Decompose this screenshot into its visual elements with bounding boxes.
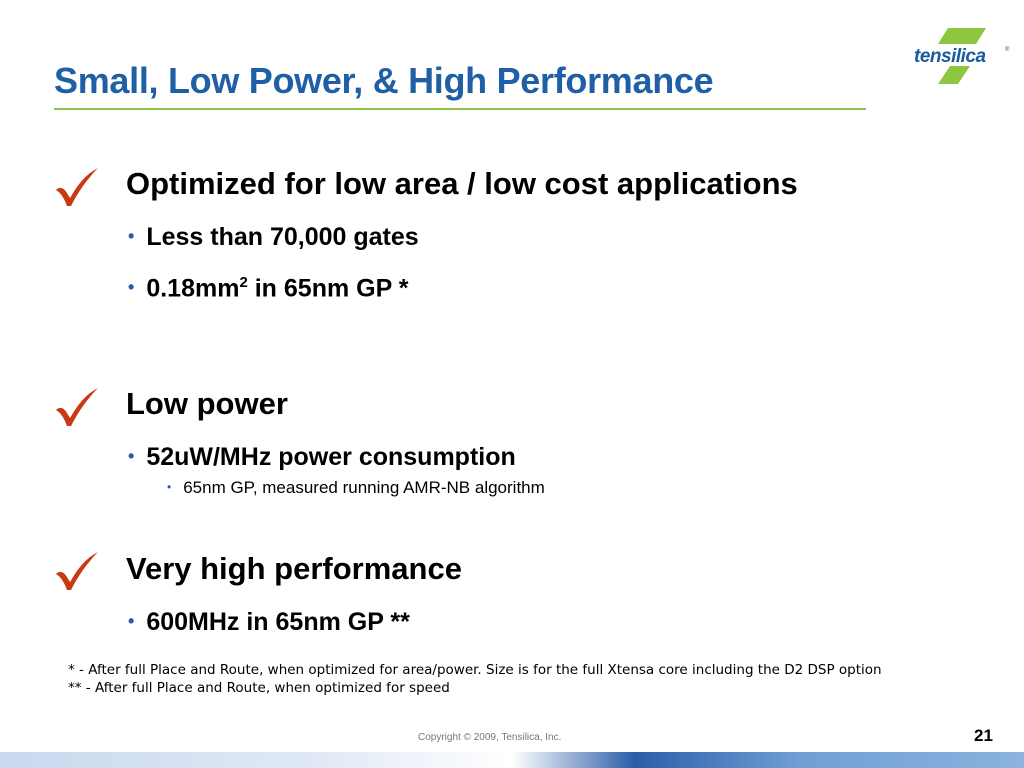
- checkmark-icon: [56, 168, 98, 206]
- section-heading-power: Low power: [126, 386, 288, 421]
- tensilica-logo: tensilica ®: [914, 24, 1014, 86]
- slide-title: Small, Low Power, & High Performance: [54, 60, 714, 101]
- logo-mark-icon: [938, 28, 986, 84]
- bullet-power-consumption: • 52uW/MHz power consumption: [128, 443, 516, 471]
- section-heading-area: Optimized for low area / low cost applic…: [126, 166, 798, 201]
- checkmark-icon: [56, 552, 98, 590]
- logo-text: tensilica: [914, 46, 986, 67]
- bullet-gates: • Less than 70,000 gates: [128, 223, 419, 251]
- copyright-notice: Copyright © 2009, Tensilica, Inc.: [418, 732, 562, 743]
- bullet-area-size: • 0.18mm2 in 65nm GP *: [128, 274, 409, 303]
- footer-band: [0, 752, 1024, 768]
- sub-bullet-measurement: • 65nm GP, measured running AMR-NB algori…: [167, 478, 545, 497]
- section-heading-performance: Very high performance: [126, 551, 462, 586]
- footnote-speed: ** - After full Place and Route, when op…: [68, 680, 450, 696]
- footnote-area: * - After full Place and Route, when opt…: [68, 662, 882, 678]
- logo-registered: ®: [1005, 47, 1010, 53]
- title-divider: [54, 108, 866, 110]
- bullet-frequency: • 600MHz in 65nm GP **: [128, 608, 410, 636]
- page-number: 21: [974, 726, 993, 745]
- checkmark-icon: [56, 388, 98, 426]
